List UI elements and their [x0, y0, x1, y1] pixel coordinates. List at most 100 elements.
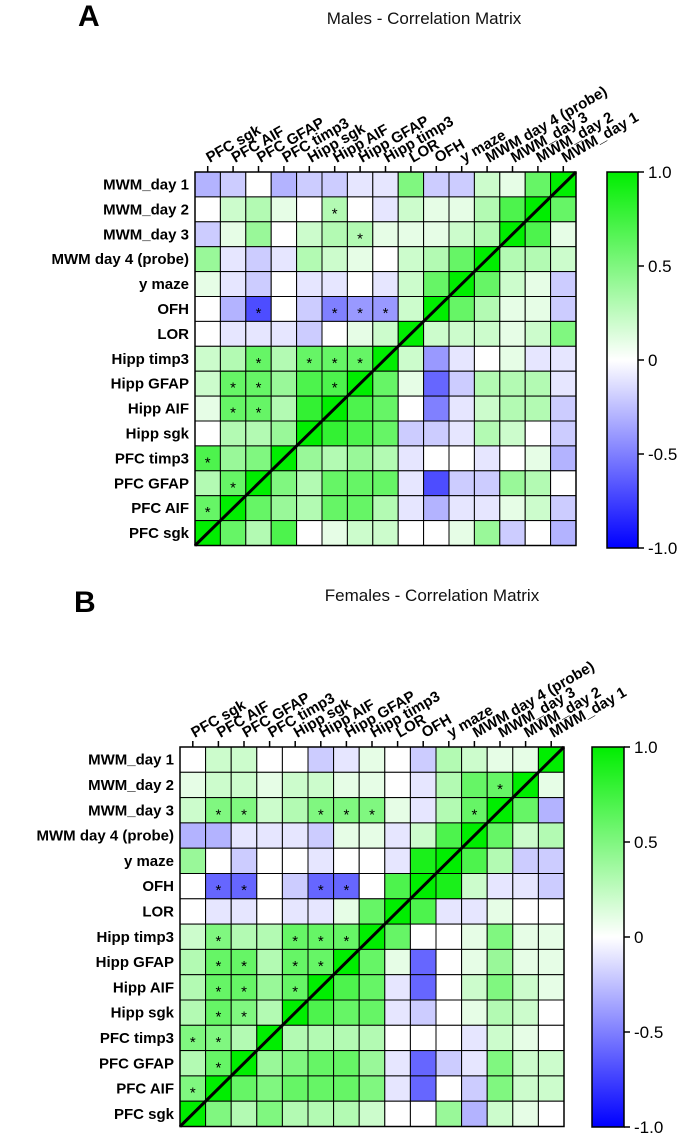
heatmap-cell: [219, 296, 247, 322]
significance-marker: *: [241, 958, 247, 975]
row-label: MWM_day 2: [103, 201, 189, 218]
heatmap-cell: [256, 873, 283, 900]
heatmap-cell: [256, 1100, 283, 1127]
heatmap-cell: [333, 974, 360, 1001]
heatmap-cell: [550, 470, 577, 497]
row-label: Hipp GFAP: [96, 954, 174, 971]
row-label: LOR: [142, 903, 174, 920]
significance-marker: *: [241, 1009, 247, 1026]
heatmap-cell: [256, 898, 283, 925]
row-label: MWM day 4 (probe): [52, 251, 190, 268]
heatmap-cell: [499, 271, 526, 298]
heatmap-cell: [358, 771, 386, 799]
heatmap-cell: [179, 873, 207, 900]
heatmap-cell: [512, 923, 539, 950]
heatmap-cell: [256, 923, 283, 950]
heatmap-cell: [512, 797, 539, 824]
colorbar-tick-label: -0.5: [634, 1023, 663, 1042]
heatmap-cell: [409, 847, 437, 875]
row-label: MWM_day 3: [103, 226, 189, 243]
colorbar-tick-label: 0: [634, 928, 643, 947]
heatmap-cell: [230, 999, 258, 1026]
row-label: y maze: [124, 853, 174, 870]
heatmap-cell: [473, 495, 501, 522]
heatmap-cell: [409, 898, 437, 925]
row-label: OFH: [157, 301, 189, 318]
heatmap-cell: [296, 495, 323, 522]
heatmap-cell: [321, 495, 348, 522]
heatmap-cell: [397, 196, 425, 223]
heatmap-cell: [194, 470, 221, 497]
heatmap-cell: [296, 246, 323, 273]
heatmap-cell: [205, 1100, 232, 1127]
heatmap-cell: [179, 898, 207, 925]
heatmap-cell: [461, 974, 488, 1001]
heatmap-cell: [461, 1100, 488, 1127]
colorbar-tick-label: 1.0: [648, 163, 672, 182]
heatmap-cell: [270, 395, 298, 422]
heatmap-cell: [307, 1100, 335, 1127]
heatmap-cell: [397, 470, 425, 497]
heatmap-cell: [321, 520, 348, 546]
heatmap-cell: [512, 1100, 539, 1127]
heatmap-cell: [550, 345, 577, 372]
heatmap-cell: [256, 746, 283, 773]
heatmap-cell: [194, 271, 221, 298]
heatmap-cell: [346, 196, 374, 223]
panel-b-heatmap: * * * * * * * * * * * * * * * * * * * * * * * * * * * * MWM_day 1 MWM…: [37, 658, 630, 1128]
significance-marker: *: [215, 882, 221, 899]
heatmap-cell: [321, 271, 348, 298]
heatmap-cell: [461, 898, 488, 925]
heatmap-cell: [524, 246, 552, 273]
heatmap-cell: [245, 370, 272, 397]
heatmap-cell: [537, 948, 565, 976]
heatmap-cell: [296, 171, 323, 198]
heatmap-cell: [358, 999, 386, 1026]
significance-marker: *: [306, 355, 312, 372]
heatmap-cell: [205, 797, 232, 824]
heatmap-cell: [281, 1075, 309, 1102]
heatmap-cell: [270, 345, 298, 372]
panel-a-heatmap: * * * * * * * * * * * * * * * * * * MWM_day 1 MWM_day 2 MWM_…: [52, 83, 642, 547]
heatmap-cell: [219, 370, 247, 397]
heatmap-cell: [321, 470, 348, 497]
heatmap-cell: [461, 1075, 488, 1102]
heatmap-cell: [372, 246, 399, 273]
heatmap-cell: [321, 420, 348, 447]
heatmap-cell: [499, 196, 526, 223]
significance-marker: *: [215, 983, 221, 1000]
heatmap-cell: [307, 873, 335, 900]
heatmap-cell: [256, 948, 283, 976]
heatmap-cell: [423, 345, 450, 372]
heatmap-cell: [245, 271, 272, 298]
heatmap-cell: [281, 1100, 309, 1127]
heatmap-cell: [270, 196, 298, 223]
heatmap-cell: [499, 520, 526, 546]
heatmap-cell: [486, 923, 514, 950]
row-label: MWM day 4 (probe): [37, 828, 175, 845]
heatmap-cell: [409, 822, 437, 849]
heatmap-cell: [499, 370, 526, 397]
heatmap-cell: [281, 746, 309, 773]
panel-b-colorbar: 1.0 0.5 0 -0.5 -1.0: [591, 738, 663, 1134]
heatmap-cell: [435, 948, 463, 976]
heatmap-cell: [486, 1100, 514, 1127]
heatmap-cell: [296, 470, 323, 497]
heatmap-cell: [346, 320, 374, 347]
heatmap-cell: [333, 822, 360, 849]
heatmap-cell: [219, 271, 247, 298]
heatmap-cell: [358, 1050, 386, 1077]
significance-marker: *: [332, 380, 338, 397]
heatmap-cell: [194, 395, 221, 422]
significance-marker: *: [256, 355, 262, 372]
heatmap-cell: [270, 171, 298, 198]
colorbar-tick-label: 0.5: [648, 257, 672, 276]
heatmap-cell: [435, 999, 463, 1026]
heatmap-cell: [307, 999, 335, 1026]
heatmap-cell: [179, 974, 207, 1001]
heatmap-cell: [486, 999, 514, 1026]
significance-marker: *: [205, 504, 211, 521]
heatmap-cell: [333, 898, 360, 925]
heatmap-cell: [409, 948, 437, 976]
heatmap-cell: [423, 520, 450, 546]
